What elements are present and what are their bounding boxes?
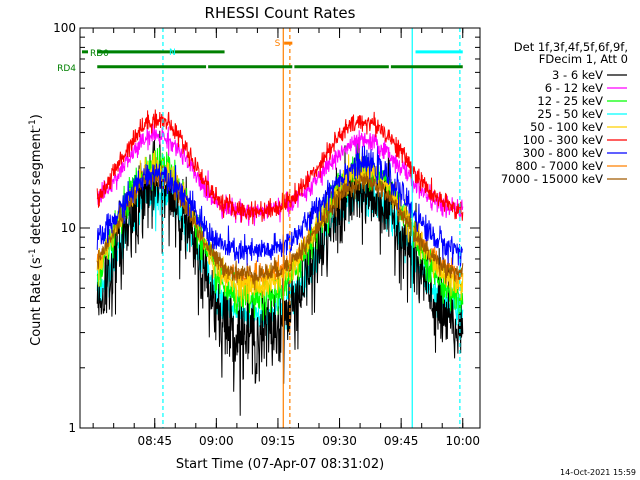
x-tick-label: 09:15 — [261, 434, 296, 448]
legend-header-line-2: FDecim 1, Att 0 — [539, 52, 628, 66]
y-tick-label: 100 — [53, 21, 76, 35]
x-axis-label: Start Time (07-Apr-07 08:31:02) — [176, 457, 384, 472]
x-tick-label: 09:00 — [199, 434, 234, 448]
annotation-layer: RD0 RD4 N S — [57, 28, 463, 428]
legend-entry-label: 3 - 6 keV — [552, 68, 603, 82]
flag-label-s: S — [275, 39, 281, 49]
x-tick-label: 10:00 — [445, 434, 480, 448]
legend-entry-label: 100 - 300 keV — [523, 133, 603, 147]
x-tick-label: 08:45 — [137, 434, 172, 448]
legend-entry-label: 6 - 12 keV — [545, 81, 603, 95]
legend-entry-label: 800 - 7000 keV — [515, 159, 603, 173]
series-line-8 — [96, 164, 464, 291]
legend-entry-label: 7000 - 15000 keV — [501, 172, 603, 186]
series-line-5 — [96, 109, 464, 225]
flag-label-rd0: RD0 — [90, 49, 109, 59]
series-line-1 — [96, 124, 464, 226]
y-axis-label-end: ) — [29, 114, 44, 119]
series-line-0 — [96, 130, 464, 416]
legend-entry-label: 50 - 100 keV — [530, 120, 603, 134]
y-axis-label-mid: detector segment — [29, 128, 44, 248]
legend-header-line-1: Det 1f,3f,4f,5f,6f,9f, — [514, 40, 628, 54]
legend-entry-label: 25 - 50 keV — [537, 107, 603, 121]
y-axis-label-sup-2: -1 — [28, 119, 38, 128]
footer-timestamp: 14-Oct-2021 15:59 — [560, 468, 636, 477]
y-axis-label: Count Rate (s-1 detector segment-1) — [28, 114, 44, 346]
y-tick-label: 10 — [61, 221, 76, 235]
flag-label-n: N — [169, 48, 176, 58]
series-layer — [96, 109, 464, 416]
legend-entry-label: 12 - 25 keV — [537, 94, 603, 108]
flag-label-rd4: RD4 — [57, 64, 76, 74]
y-axis-label-sup-1: -1 — [28, 248, 38, 257]
x-tick-label: 09:30 — [322, 434, 357, 448]
x-tick-label: 09:45 — [384, 434, 419, 448]
axis-layer: 1 10 100 08:45 09:00 09:15 09:30 09:45 10:00 — [53, 21, 481, 448]
series-line-6 — [96, 144, 463, 268]
legend-entry-label: 300 - 800 keV — [523, 146, 603, 160]
chart-title: RHESSI Count Rates — [205, 4, 356, 22]
legend: Det 1f,3f,4f,5f,6f,9f, FDecim 1, Att 0 3… — [501, 40, 628, 186]
y-axis-label-start: Count Rate (s — [29, 257, 44, 346]
y-tick-label: 1 — [68, 421, 76, 435]
